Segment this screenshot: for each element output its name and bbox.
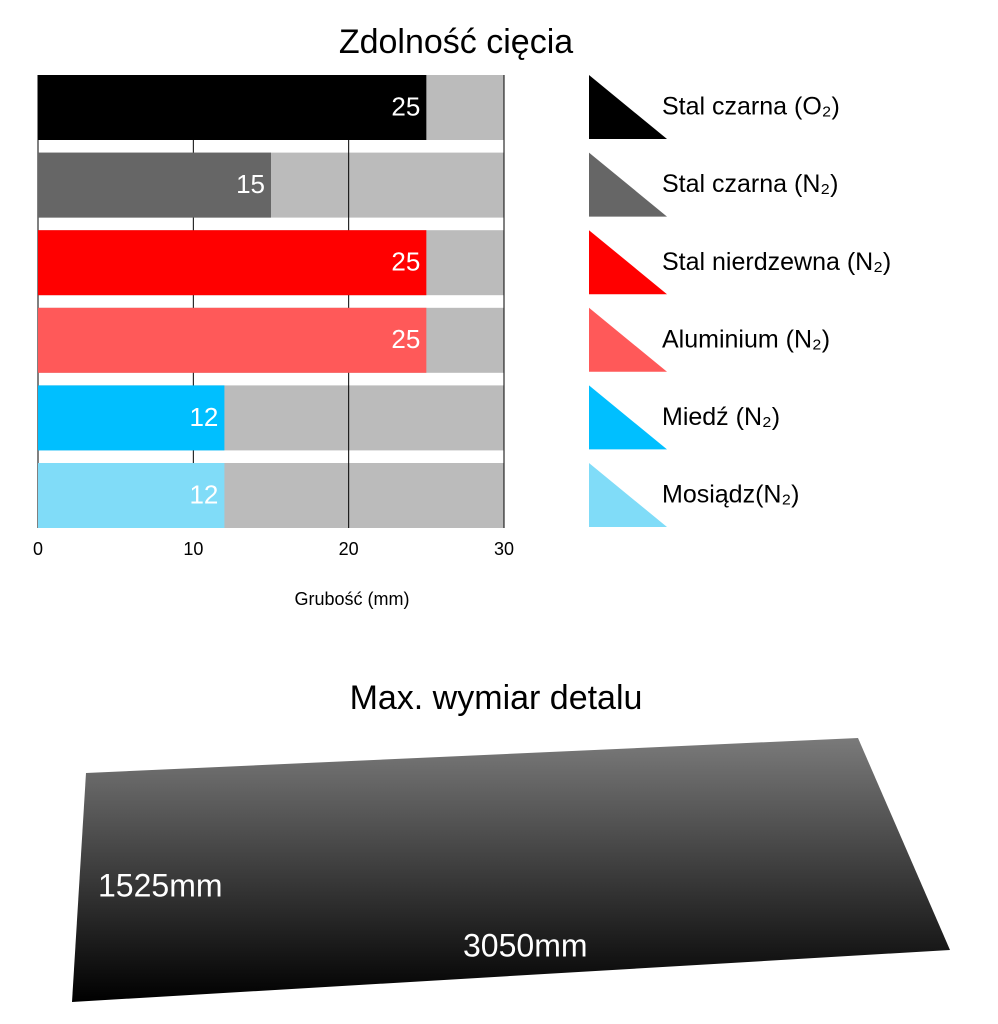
x-tick-label: 20	[339, 539, 359, 559]
legend-label: Mosiądz(N₂)	[662, 481, 800, 509]
value-label: 25	[391, 324, 420, 354]
x-tick-label: 0	[33, 539, 43, 559]
legend-label: Miedź (N₂)	[662, 403, 780, 431]
chart-title: Zdolność cięcia	[339, 23, 573, 61]
sheet-shape	[72, 738, 950, 1002]
bar	[38, 152, 271, 218]
legend-label: Stal czarna (O₂)	[662, 93, 840, 121]
value-label: 15	[236, 169, 265, 199]
value-label: 25	[391, 247, 420, 277]
legend-label: Stal nierdzewna (N₂)	[662, 248, 891, 276]
x-tick-label: 30	[494, 539, 514, 559]
value-label: 12	[189, 402, 218, 432]
bar	[38, 385, 225, 451]
legend-swatch	[589, 152, 667, 217]
bar	[38, 463, 225, 528]
legend-label: Stal czarna (N₂)	[662, 170, 838, 198]
x-axis-label: Grubość (mm)	[294, 589, 409, 609]
legend-swatch	[589, 463, 667, 527]
bar-chart: 0 10 20 30 25 Stal czarna (O₂) 15 Stal czarna (…	[33, 75, 891, 559]
legend-swatch	[589, 307, 667, 372]
legend-swatch	[589, 230, 667, 295]
x-tick-label: 10	[183, 539, 203, 559]
legend-swatch	[589, 75, 667, 139]
bar	[38, 307, 427, 373]
legend-swatch	[589, 385, 667, 450]
sheet-title: Max. wymiar detalu	[350, 679, 643, 717]
bar	[38, 230, 427, 296]
bar	[38, 75, 427, 140]
sheet-length-label: 3050mm	[463, 927, 588, 963]
sheet-width-label: 1525mm	[98, 867, 223, 903]
value-label: 25	[391, 91, 420, 121]
legend-label: Aluminium (N₂)	[662, 325, 830, 353]
value-label: 12	[189, 479, 218, 509]
